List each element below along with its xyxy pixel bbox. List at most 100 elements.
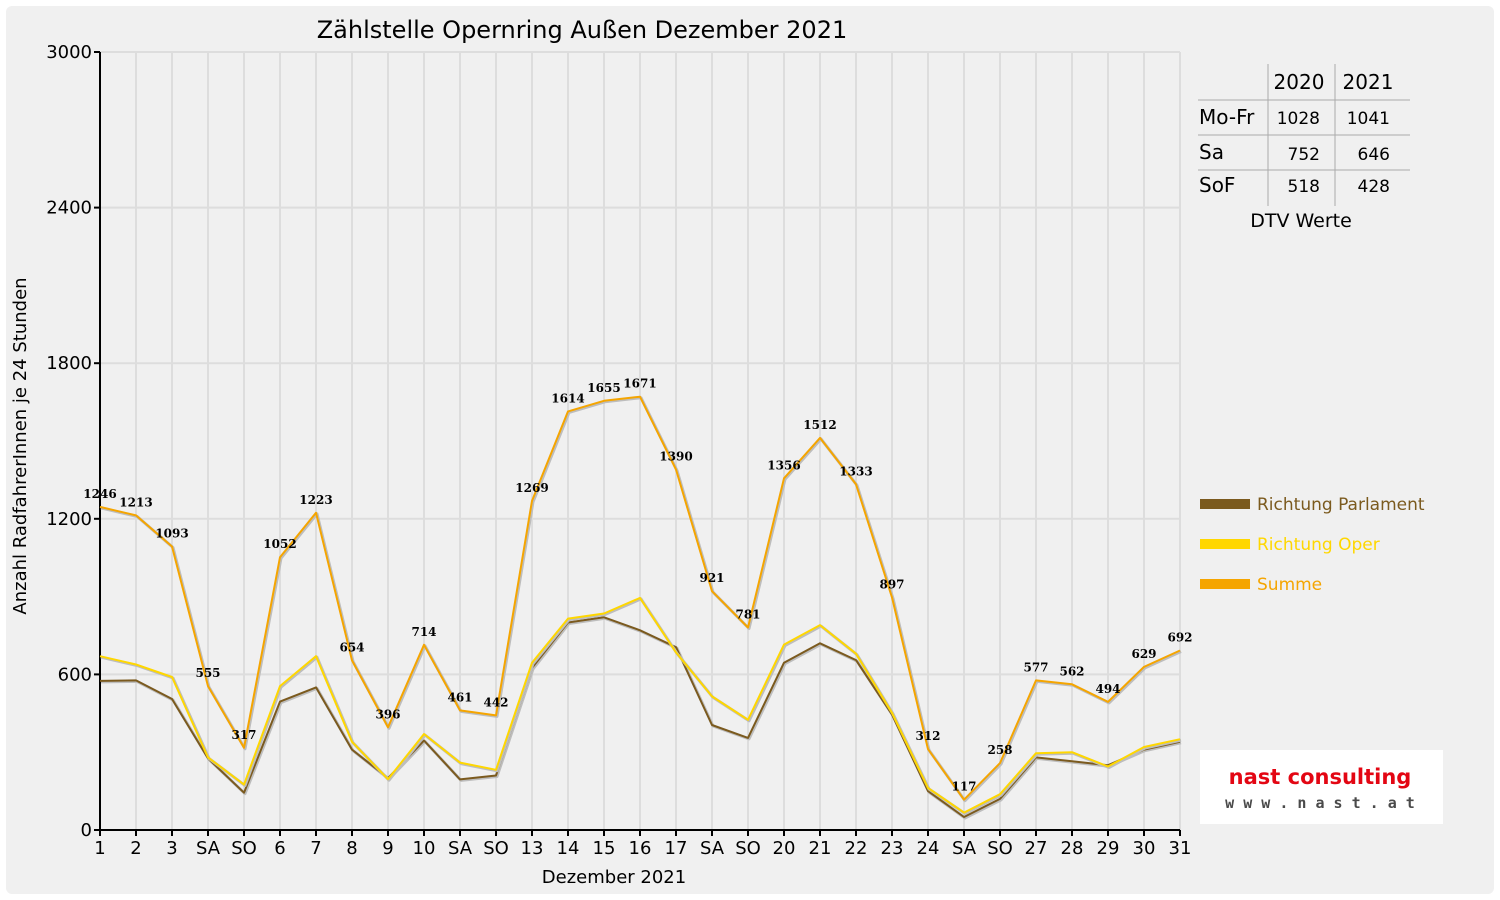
dtv-row-label: SoF bbox=[1199, 173, 1235, 197]
y-tick-label: 1200 bbox=[46, 509, 92, 530]
data-label: 629 bbox=[1131, 647, 1156, 661]
data-label: 1052 bbox=[263, 537, 296, 551]
dtv-cell: 1041 bbox=[1347, 109, 1390, 129]
logo: nast consulting w w w . n a s t . a t bbox=[1200, 750, 1443, 824]
data-label: 494 bbox=[1095, 682, 1120, 696]
x-tick-label: SO bbox=[483, 838, 509, 859]
series-line-2 bbox=[99, 395, 1181, 801]
x-tick-label: 3 bbox=[166, 838, 177, 859]
data-label: 1671 bbox=[623, 377, 656, 391]
x-tick-label: 9 bbox=[382, 838, 393, 859]
legend-swatch bbox=[1200, 579, 1250, 589]
series-line-0 bbox=[99, 616, 1181, 818]
x-tick-label: 13 bbox=[521, 838, 544, 859]
legend-label: Richtung Parlament bbox=[1257, 495, 1425, 515]
x-tick-label: 23 bbox=[881, 838, 904, 859]
data-label: 1356 bbox=[767, 458, 800, 472]
data-label: 1213 bbox=[119, 495, 152, 509]
logo-url: w w w . n a s t . a t bbox=[1225, 794, 1415, 812]
data-label: 1655 bbox=[587, 381, 620, 395]
data-label: 654 bbox=[339, 640, 364, 654]
x-axis-label: Dezember 2021 bbox=[542, 867, 686, 888]
logo-brand: nast consulting bbox=[1229, 765, 1412, 789]
series-line-1 bbox=[99, 596, 1181, 814]
x-tick-label: SA bbox=[700, 838, 725, 859]
data-label: 442 bbox=[483, 695, 508, 709]
data-label: 921 bbox=[699, 571, 724, 585]
legend: Richtung Parlament Richtung Oper Summe bbox=[1200, 495, 1425, 595]
x-tick-label: SO bbox=[231, 838, 257, 859]
x-tick-label: 15 bbox=[593, 838, 616, 859]
dtv-header-2021: 2021 bbox=[1343, 70, 1394, 94]
data-label: 461 bbox=[447, 690, 472, 704]
chart-frame: Zählstelle Opernring Außen Dezember 2021… bbox=[6, 6, 1494, 894]
x-axis: 1 2 3 SA SO 6 7 8 9 10 SA SO 13 14 15 16 17 SA SO 20 21 22 23 2… bbox=[94, 829, 1192, 859]
x-tick-label: SO bbox=[987, 838, 1013, 859]
data-label: 1093 bbox=[155, 527, 188, 541]
x-tick-label: 10 bbox=[413, 838, 436, 859]
dtv-cell: 646 bbox=[1358, 145, 1390, 165]
line-chart: Zählstelle Opernring Außen Dezember 2021… bbox=[10, 16, 1443, 888]
data-label: 555 bbox=[195, 666, 220, 680]
x-tick-label: 6 bbox=[274, 838, 285, 859]
x-tick-label: 17 bbox=[665, 838, 688, 859]
x-tick-label: 20 bbox=[773, 838, 796, 859]
data-label: 396 bbox=[375, 707, 400, 721]
dtv-cell: 428 bbox=[1358, 177, 1390, 197]
x-tick-label: 21 bbox=[809, 838, 832, 859]
dtv-cell: 752 bbox=[1288, 145, 1320, 165]
y-tick-label: 3000 bbox=[46, 42, 92, 63]
x-tick-label: 27 bbox=[1025, 838, 1048, 859]
y-axis-label: Anzahl RadfahrerInnen je 24 Stunden bbox=[10, 277, 31, 614]
grid bbox=[99, 51, 1181, 831]
dtv-caption: DTV Werte bbox=[1250, 210, 1352, 232]
data-label: 1269 bbox=[515, 481, 548, 495]
x-tick-label: 31 bbox=[1169, 838, 1192, 859]
x-tick-label: 2 bbox=[130, 838, 141, 859]
y-tick-label: 1800 bbox=[46, 353, 92, 374]
data-label: 714 bbox=[411, 625, 436, 639]
x-tick-label: 1 bbox=[94, 838, 105, 859]
x-tick-label: SA bbox=[448, 838, 473, 859]
data-label: 317 bbox=[231, 728, 256, 742]
data-label: 312 bbox=[915, 729, 940, 743]
dtv-cell: 518 bbox=[1288, 177, 1320, 197]
data-label: 1246 bbox=[83, 487, 116, 501]
data-label: 562 bbox=[1059, 664, 1084, 678]
legend-label: Richtung Oper bbox=[1257, 535, 1380, 555]
y-tick-label: 600 bbox=[58, 664, 92, 685]
data-label: 1390 bbox=[659, 450, 692, 464]
dtv-row-label: Mo-Fr bbox=[1199, 105, 1255, 129]
dtv-cell: 1028 bbox=[1277, 109, 1320, 129]
legend-swatch bbox=[1200, 539, 1250, 549]
y-tick-label: 2400 bbox=[46, 198, 92, 219]
y-axis: 0 600 1200 1800 2400 3000 bbox=[46, 42, 101, 841]
x-tick-label: SO bbox=[735, 838, 761, 859]
legend-swatch bbox=[1200, 499, 1250, 509]
series-lines bbox=[99, 395, 1182, 820]
dtv-header-2020: 2020 bbox=[1274, 70, 1325, 94]
data-label: 117 bbox=[951, 780, 976, 794]
data-label: 1512 bbox=[803, 418, 836, 432]
legend-label: Summe bbox=[1257, 575, 1322, 595]
dtv-row-label: Sa bbox=[1199, 140, 1224, 164]
dtv-table: 2020 2021 Mo-Fr 1028 1041 Sa 752 646 SoF… bbox=[1198, 64, 1410, 232]
x-tick-label: 8 bbox=[346, 838, 357, 859]
data-label: 258 bbox=[987, 743, 1012, 757]
data-label: 1333 bbox=[839, 464, 872, 478]
x-tick-label: 22 bbox=[845, 838, 868, 859]
x-tick-label: 16 bbox=[629, 838, 652, 859]
x-tick-label: 29 bbox=[1097, 838, 1120, 859]
x-tick-label: 30 bbox=[1133, 838, 1156, 859]
x-tick-label: 28 bbox=[1061, 838, 1084, 859]
x-tick-label: SA bbox=[952, 838, 977, 859]
chart-title: Zählstelle Opernring Außen Dezember 2021 bbox=[317, 16, 848, 44]
x-tick-label: 24 bbox=[917, 838, 940, 859]
x-tick-label: SA bbox=[196, 838, 221, 859]
data-label: 692 bbox=[1167, 631, 1192, 645]
data-label: 1614 bbox=[551, 391, 584, 405]
x-tick-label: 14 bbox=[557, 838, 580, 859]
data-label: 897 bbox=[879, 577, 904, 591]
y-tick-label: 0 bbox=[81, 820, 92, 841]
